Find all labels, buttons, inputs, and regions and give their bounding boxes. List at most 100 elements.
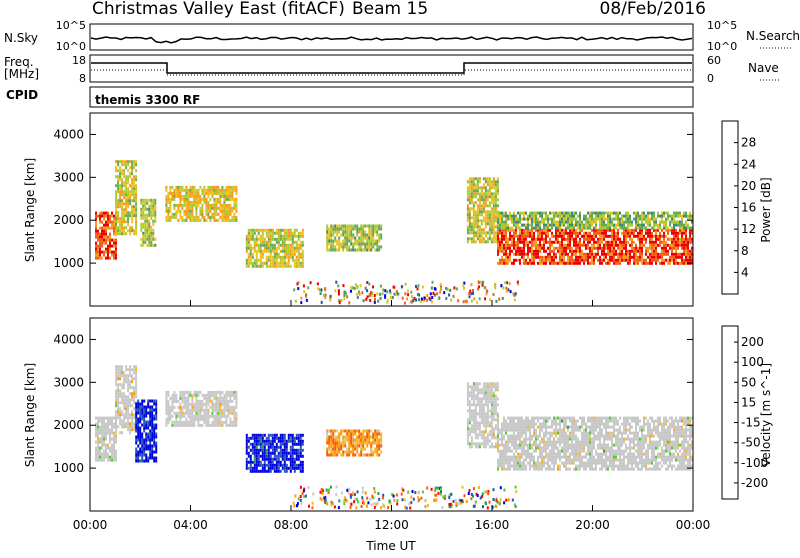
data-cell (436, 292, 438, 295)
data-cell (677, 244, 679, 247)
data-cell (119, 416, 121, 419)
data-cell (360, 249, 362, 252)
data-cell (154, 244, 156, 247)
data-cell (169, 418, 171, 421)
data-cell (97, 441, 99, 444)
data-cell (579, 241, 581, 244)
data-cell (356, 249, 358, 252)
data-cell (125, 202, 127, 205)
data-cell (272, 265, 274, 268)
data-cell (625, 247, 627, 250)
data-cell (507, 227, 509, 230)
data-cell (467, 421, 469, 424)
data-cell (127, 368, 129, 371)
data-cell (97, 233, 99, 236)
data-cell (223, 195, 225, 198)
data-cell (113, 218, 115, 221)
data-cell (667, 262, 669, 265)
data-cell (563, 221, 565, 224)
data-cell (471, 415, 473, 418)
data-cell (264, 434, 266, 437)
data-cell (581, 259, 583, 262)
data-cell (151, 418, 153, 421)
data-cell (595, 253, 597, 256)
data-cell (103, 438, 105, 441)
data-cell (246, 440, 248, 443)
data-cell (203, 415, 205, 418)
data-cell (563, 244, 565, 247)
data-cell (225, 204, 227, 207)
data-cell (113, 257, 115, 260)
data-cell (687, 241, 689, 244)
data-cell (248, 235, 250, 238)
data-cell (246, 247, 248, 250)
data-cell (115, 413, 117, 416)
data-cell (553, 212, 555, 215)
data-cell (559, 224, 561, 227)
data-cell (354, 439, 356, 442)
data-cell (669, 256, 671, 259)
data-cell (344, 442, 346, 445)
data-cell (567, 235, 569, 238)
data-cell (346, 225, 348, 228)
data-cell (115, 450, 117, 453)
data-cell (147, 460, 149, 463)
data-cell (266, 256, 268, 259)
data-cell (475, 177, 477, 180)
data-cell (181, 409, 183, 412)
data-cell (673, 215, 675, 218)
data-cell (278, 238, 280, 241)
data-cell (149, 454, 151, 457)
data-cell (195, 400, 197, 403)
data-cell (109, 417, 111, 420)
data-cell (533, 218, 535, 221)
data-cell (248, 265, 250, 268)
data-cell (502, 297, 504, 300)
data-cell (685, 221, 687, 224)
data-cell (627, 241, 629, 244)
data-cell (139, 412, 141, 415)
data-cell (213, 421, 215, 424)
data-cell (332, 439, 334, 442)
data-cell (491, 216, 493, 219)
data-cell (129, 190, 131, 193)
data-cell (111, 417, 113, 420)
data-cell (276, 253, 278, 256)
data-cell (154, 211, 156, 214)
data-cell (537, 256, 539, 259)
data-cell (589, 250, 591, 253)
data-cell (137, 403, 139, 406)
data-cell (336, 430, 338, 433)
data-cell (531, 221, 533, 224)
data-cell (484, 297, 486, 300)
data-cell (529, 259, 531, 262)
data-cell (207, 391, 209, 394)
data-cell (491, 406, 493, 409)
data-cell (152, 238, 154, 241)
data-cell (467, 189, 469, 192)
data-cell (358, 433, 360, 436)
data-cell (471, 228, 473, 231)
data-cell (445, 287, 447, 290)
data-cell (511, 238, 513, 241)
data-cell (231, 406, 233, 409)
freq-strip-frame (90, 55, 693, 82)
data-cell (246, 235, 248, 238)
data-cell (150, 211, 152, 214)
data-cell (152, 229, 154, 232)
data-cell (605, 244, 607, 247)
data-cell (615, 227, 617, 230)
data-cell (497, 262, 499, 265)
data-cell (99, 254, 101, 257)
data-cell (659, 221, 661, 224)
data-cell (250, 238, 252, 241)
data-cell (115, 422, 117, 425)
data-cell (121, 374, 123, 377)
data-cell (135, 403, 137, 406)
data-cell (537, 244, 539, 247)
data-cell (252, 467, 254, 470)
data-cell (613, 244, 615, 247)
data-cell (197, 394, 199, 397)
data-cell (219, 409, 221, 412)
data-cell (537, 232, 539, 235)
